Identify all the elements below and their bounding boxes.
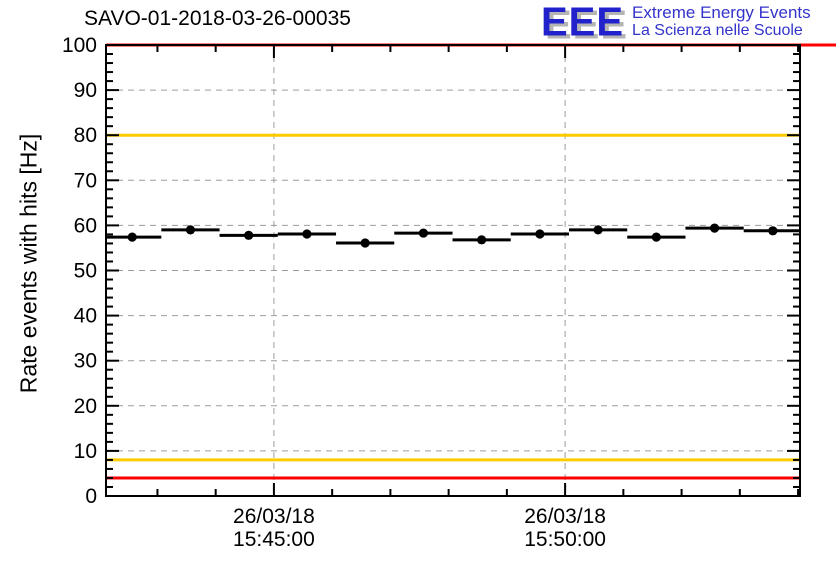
data-point-marker	[244, 230, 254, 240]
data-point-group	[685, 223, 744, 233]
y-tick-label: 20	[74, 395, 97, 418]
data-point-marker	[185, 225, 196, 235]
y-tick-label: 70	[74, 169, 97, 192]
data-point-marker	[768, 226, 778, 236]
data-point-marker	[302, 229, 312, 239]
data-point-group	[219, 230, 278, 240]
y-tick-label: 30	[74, 350, 97, 373]
chart-title: SAVO-01-2018-03-26-00035	[84, 7, 351, 30]
data-point-group	[336, 238, 395, 248]
data-point-marker	[127, 232, 137, 242]
eee-logo: EEE Extreme Energy Events La Scienza nel…	[541, 0, 811, 45]
y-axis-title: Rate events with hits [Hz]	[15, 133, 42, 394]
data-point-marker	[418, 228, 428, 238]
y-tick-label: 10	[74, 440, 97, 463]
x-tick-label: 26/03/18	[524, 505, 606, 528]
eee-logo-line2: La Scienza nelle Scuole	[632, 22, 803, 39]
y-tick-label: 100	[62, 34, 97, 57]
y-tick-label: 80	[74, 124, 97, 147]
data-point-group	[510, 229, 569, 239]
eee-logo-acronym: EEE	[541, 0, 625, 45]
y-tick-label: 50	[74, 260, 97, 283]
data-point-group	[452, 235, 511, 245]
data-point-marker	[360, 238, 370, 248]
y-tick-label: 90	[74, 79, 97, 102]
data-point-group	[277, 229, 337, 239]
data-point-marker	[477, 235, 487, 245]
y-tick-label: 0	[85, 485, 97, 508]
data-point-group	[568, 225, 628, 235]
eee-logo-text: Extreme Energy Events La Scienza nelle S…	[632, 4, 811, 40]
x-tick-label: 26/03/18	[233, 505, 315, 528]
data-point-marker	[535, 229, 545, 239]
data-point-group	[743, 226, 800, 236]
y-tick-label: 40	[74, 305, 97, 328]
data-point-group	[627, 232, 686, 242]
data-point-group	[106, 232, 162, 242]
data-point-marker	[651, 232, 661, 242]
x-tick-label: 15:50:00	[524, 528, 606, 551]
data-point-group	[161, 225, 220, 235]
eee-logo-line1: Extreme Energy Events	[632, 3, 811, 22]
x-tick-label: 15:45:00	[233, 528, 315, 551]
data-point-group	[394, 228, 453, 238]
data-point-marker	[709, 223, 720, 233]
data-point-marker	[593, 225, 603, 235]
y-tick-label: 60	[74, 214, 97, 237]
